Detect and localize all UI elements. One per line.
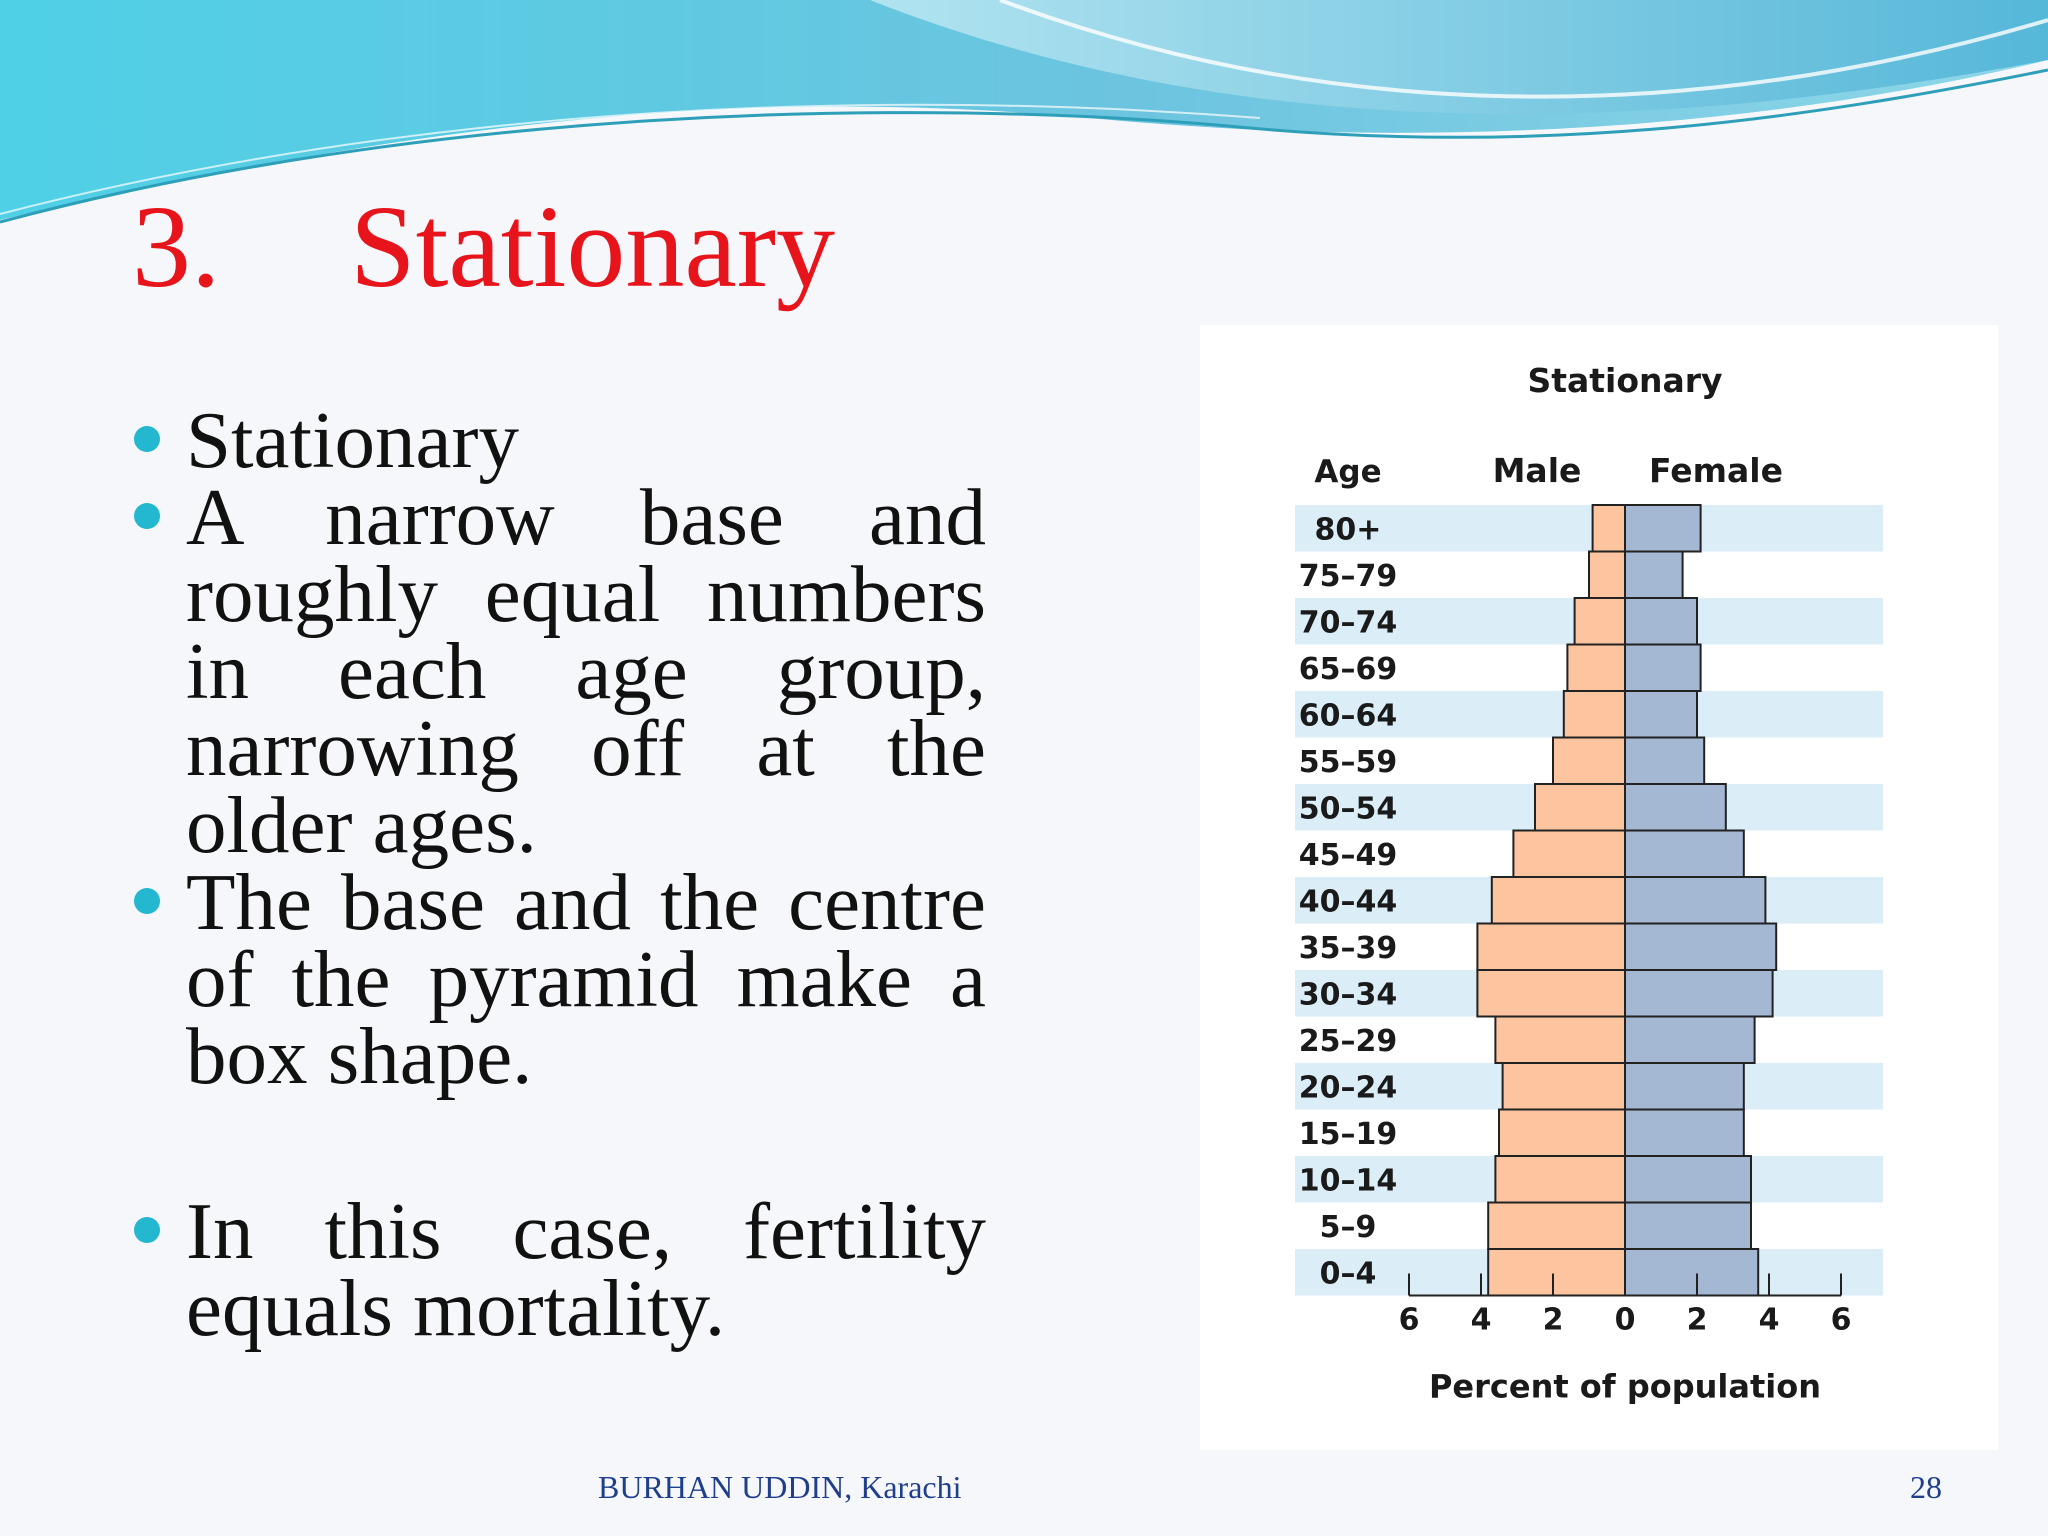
female-bar — [1624, 783, 1727, 832]
male-bar — [1476, 922, 1626, 971]
bullet-item: A narrow base and roughly equal numbers … — [134, 477, 986, 866]
male-bar — [1512, 829, 1626, 878]
bullet-dot-icon — [134, 1217, 160, 1243]
age-group-label: 15–19 — [1299, 1117, 1398, 1152]
population-pyramid-panel: Stationary Age Male Female 80+ 75–79 70–74 65–6… — [1200, 325, 1998, 1450]
x-tick-label: 4 — [1759, 1303, 1780, 1338]
age-group-label: 25–29 — [1299, 1024, 1398, 1059]
age-group-label: 65–69 — [1299, 652, 1398, 687]
bullet-dot-icon — [134, 503, 160, 529]
x-tick-label: 2 — [1543, 1303, 1564, 1338]
bullet-dot-icon — [134, 888, 160, 914]
x-tick-label: 6 — [1399, 1303, 1420, 1338]
male-header: Male — [1493, 451, 1582, 490]
age-group-label: 35–39 — [1299, 931, 1398, 966]
slide-title: 3. Stationary — [132, 188, 835, 306]
title-number: 3. — [132, 181, 221, 312]
male-bar — [1501, 1062, 1627, 1111]
male-bar — [1573, 597, 1627, 646]
male-bar — [1566, 643, 1626, 692]
female-bar — [1624, 969, 1774, 1018]
female-bar — [1624, 504, 1702, 553]
age-group-label: 10–14 — [1299, 1163, 1398, 1198]
male-bar — [1552, 736, 1626, 785]
bullet-text: A narrow base and roughly equal numbers … — [186, 472, 986, 870]
female-bar — [1624, 1108, 1745, 1157]
age-group-label: 30–34 — [1299, 977, 1398, 1012]
female-bar — [1624, 550, 1684, 599]
bullet-item: The base and the centre of the pyramid m… — [134, 862, 986, 1097]
age-group-label: 55–59 — [1299, 745, 1398, 780]
age-header: Age — [1314, 454, 1381, 490]
female-bar — [1624, 736, 1706, 785]
x-tick-label: 0 — [1615, 1303, 1636, 1338]
female-bar — [1624, 597, 1698, 646]
male-bar — [1487, 1248, 1627, 1297]
x-tick-label: 6 — [1831, 1303, 1852, 1338]
male-bar — [1490, 876, 1626, 925]
bullet-text: The base and the centre of the pyramid m… — [186, 857, 986, 1101]
age-group-label: 20–24 — [1299, 1070, 1398, 1105]
female-bar — [1624, 922, 1778, 971]
female-bar — [1624, 690, 1698, 739]
female-bar — [1624, 876, 1767, 925]
age-group-label: 80+ — [1315, 512, 1382, 547]
male-bar — [1487, 1201, 1627, 1250]
population-pyramid-chart: Stationary Age Male Female 80+ 75–79 70–74 65–6… — [1295, 361, 1883, 1406]
male-bar — [1494, 1015, 1626, 1064]
age-group-label: 45–49 — [1299, 838, 1398, 873]
row-band — [1295, 505, 1883, 552]
age-group-label: 70–74 — [1299, 605, 1398, 640]
age-group-label: 0–4 — [1320, 1256, 1377, 1291]
male-bar — [1476, 969, 1626, 1018]
bullet-item: In this case, fertility equals mortality… — [134, 1191, 986, 1349]
male-bar — [1498, 1108, 1626, 1157]
x-axis-label: Percent of population — [1429, 1368, 1821, 1406]
footer-author: BURHAN UDDIN, Karachi — [598, 1469, 962, 1505]
female-bar — [1624, 1062, 1745, 1111]
chart-title: Stationary — [1527, 361, 1722, 400]
bullet-dot-icon — [134, 426, 160, 452]
female-bar — [1624, 1248, 1760, 1297]
age-group-label: 5–9 — [1320, 1210, 1377, 1245]
male-bar — [1494, 1155, 1626, 1204]
page-number: 28 — [1910, 1469, 1942, 1505]
header-wave-decoration — [0, 0, 2048, 224]
age-group-label: 50–54 — [1299, 791, 1398, 826]
bullet-text: Stationary — [186, 395, 519, 485]
bullet-text: In this case, fertility equals mortality… — [186, 1186, 986, 1353]
age-group-label: 40–44 — [1299, 884, 1398, 919]
bullet-list: Stationary A narrow base and roughly equ… — [134, 400, 986, 1349]
female-bar — [1624, 1015, 1756, 1064]
male-bar — [1588, 550, 1626, 599]
male-bar — [1562, 690, 1626, 739]
title-text: Stationary — [350, 181, 836, 312]
x-tick-label: 2 — [1687, 1303, 1708, 1338]
female-header: Female — [1649, 451, 1783, 490]
female-bar — [1624, 643, 1702, 692]
female-bar — [1624, 1155, 1752, 1204]
x-tick-label: 4 — [1471, 1303, 1492, 1338]
male-bar — [1591, 504, 1627, 553]
age-group-label: 75–79 — [1299, 559, 1398, 594]
age-group-label: 60–64 — [1299, 698, 1398, 733]
bullet-item: Stationary — [134, 400, 986, 481]
female-bar — [1624, 829, 1745, 878]
female-bar — [1624, 1201, 1752, 1250]
male-bar — [1534, 783, 1626, 832]
